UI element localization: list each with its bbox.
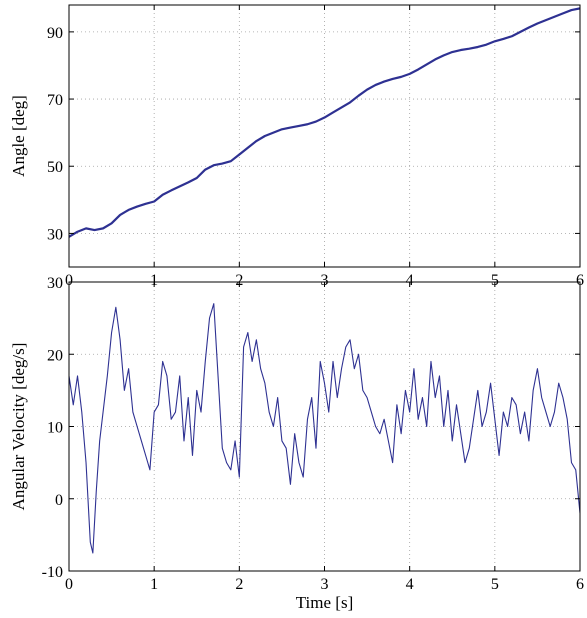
- x-tick-label: 6: [576, 272, 584, 289]
- y-tick-label: 30: [47, 226, 63, 243]
- x-tick-label: 2: [235, 272, 243, 289]
- y-tick-label: 30: [47, 275, 63, 292]
- y-tick-label: 0: [55, 492, 63, 509]
- x-tick-label: 2: [235, 576, 243, 593]
- x-tick-label: 3: [321, 272, 329, 289]
- y-axis-label: Angular Velocity [deg/s]: [9, 343, 28, 511]
- axes-frame: [68, 4, 581, 268]
- y-tick-label: 20: [47, 347, 63, 364]
- y-axis-label: Angle [deg]: [9, 95, 28, 177]
- x-tick-label: 6: [576, 576, 584, 593]
- series-line-0: [68, 303, 581, 554]
- x-tick-label: 0: [65, 576, 73, 593]
- angle-plot: 0 1 2 3 4 5 6 30 50 70 90 Angle [deg]: [9, 4, 584, 289]
- x-tick-label: 4: [406, 576, 414, 593]
- y-tick-label: -10: [42, 564, 63, 581]
- y-tick-label: 50: [47, 159, 63, 176]
- x-tick-label: 5: [491, 576, 499, 593]
- x-axis-label: Time [s]: [296, 593, 353, 612]
- x-tick-label: 1: [150, 272, 158, 289]
- y-tick-label: 90: [47, 25, 63, 42]
- x-tick-label: 0: [65, 272, 73, 289]
- y-tick-label: 70: [47, 92, 63, 109]
- x-tick-label: 1: [150, 576, 158, 593]
- y-tick-label: 10: [47, 420, 63, 437]
- x-tick-label: 4: [406, 272, 414, 289]
- series-line-0: [68, 7, 581, 238]
- x-tick-label: 3: [321, 576, 329, 593]
- x-tick-label: 5: [491, 272, 499, 289]
